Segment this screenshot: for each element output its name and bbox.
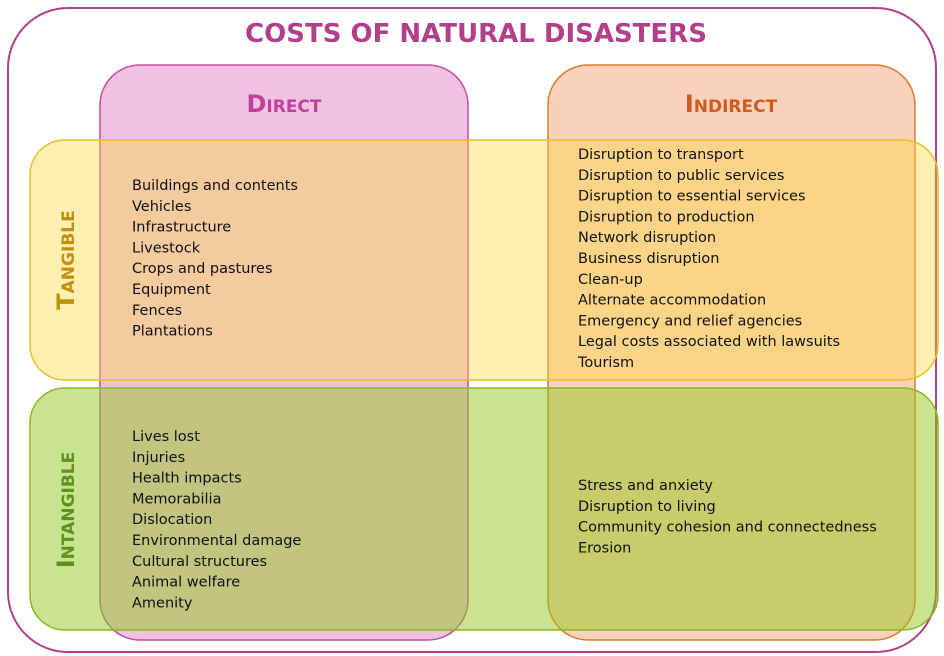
cost-item: Stress and anxiety (578, 478, 713, 494)
cost-item: Legal costs associated with lawsuits (578, 334, 840, 350)
cost-item: Health impacts (132, 471, 242, 487)
cost-item: Disruption to essential services (578, 189, 806, 205)
cost-item: Erosion (578, 540, 631, 556)
cost-item: Alternate accommodation (578, 293, 766, 309)
cost-item: Crops and pastures (132, 261, 273, 277)
cost-item: Disruption to production (578, 209, 755, 225)
cost-item: Tourism (577, 355, 634, 371)
cost-item: Business disruption (578, 251, 719, 267)
title: COSTS OF NATURAL DISASTERS (245, 19, 707, 49)
cost-item: Vehicles (132, 199, 191, 215)
cost-item: Animal welfare (132, 575, 240, 591)
column-header: Indirect (685, 90, 778, 118)
cost-item: Cultural structures (132, 554, 267, 570)
cost-item: Lives lost (132, 429, 200, 445)
cost-item: Disruption to transport (578, 147, 744, 163)
cost-item: Community cohesion and connectedness (578, 520, 877, 536)
cost-item: Clean-up (578, 272, 643, 288)
cost-item: Injuries (132, 450, 185, 466)
cost-item: Environmental damage (132, 533, 301, 549)
cost-item: Plantations (132, 324, 213, 340)
outer-frame (7, 7, 937, 653)
items: Buildings and contents Vehicles Infrastruc… (132, 147, 877, 611)
cost-item: Disruption to public services (578, 168, 784, 184)
cost-item: Dislocation (132, 512, 212, 528)
cost-item: Emergency and relief agencies (578, 313, 802, 329)
cost-item: Fences (132, 303, 182, 319)
row-header: Intangible (52, 452, 80, 569)
cost-item: Amenity (132, 595, 193, 611)
column-header: Direct (246, 90, 321, 118)
cost-item: Livestock (132, 240, 201, 256)
cost-item: Infrastructure (132, 220, 231, 236)
cost-item: Disruption to living (578, 499, 716, 515)
intangible-row (29, 387, 939, 631)
cost-item: Memorabilia (132, 491, 221, 507)
cost-item: Network disruption (578, 230, 716, 246)
tangible-row (29, 139, 939, 381)
cost-item: Buildings and contents (132, 178, 298, 194)
cost-item: Equipment (132, 282, 211, 298)
row-header: Tangible (52, 210, 80, 309)
